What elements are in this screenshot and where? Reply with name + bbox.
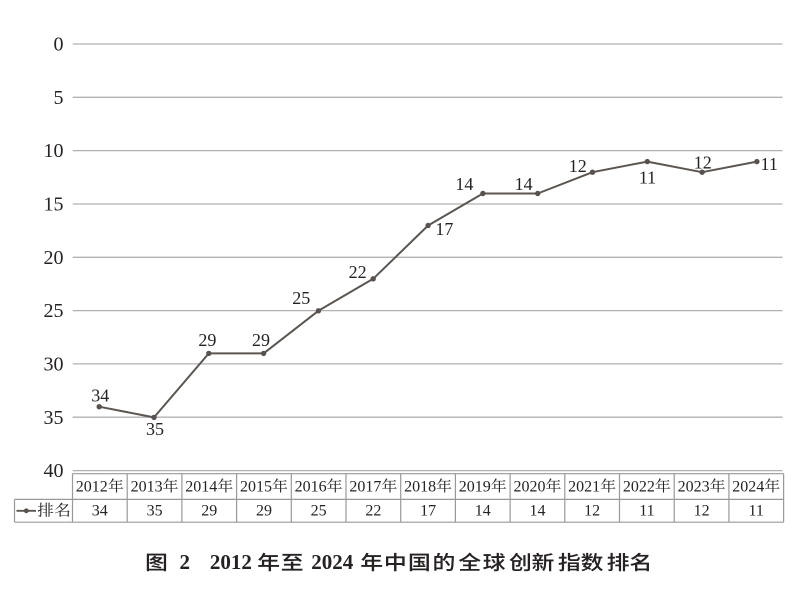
svg-text:2022: 2022 — [623, 478, 655, 495]
svg-text:35: 35 — [44, 407, 64, 429]
svg-text:5: 5 — [54, 87, 64, 109]
svg-text:14: 14 — [530, 503, 546, 520]
svg-text:34: 34 — [92, 503, 108, 520]
svg-text:25: 25 — [311, 503, 327, 520]
svg-text:12: 12 — [569, 156, 587, 176]
svg-text:2024: 2024 — [311, 550, 354, 574]
svg-text:0: 0 — [54, 34, 64, 56]
svg-text:12: 12 — [694, 503, 710, 520]
svg-text:2012: 2012 — [210, 550, 252, 574]
svg-text:14: 14 — [455, 174, 473, 194]
svg-text:20: 20 — [44, 247, 64, 269]
svg-text:40: 40 — [44, 460, 64, 482]
svg-text:2023: 2023 — [678, 478, 710, 495]
svg-text:29: 29 — [198, 330, 216, 350]
svg-text:34: 34 — [91, 385, 109, 405]
svg-text:2013: 2013 — [131, 478, 163, 495]
svg-text:29: 29 — [256, 503, 272, 520]
svg-text:11: 11 — [639, 503, 654, 520]
svg-text:2024: 2024 — [732, 478, 764, 495]
svg-text:12: 12 — [584, 503, 600, 520]
svg-text:2015: 2015 — [240, 478, 272, 495]
svg-text:17: 17 — [435, 219, 453, 239]
svg-text:11: 11 — [748, 503, 763, 520]
svg-text:2016: 2016 — [295, 478, 327, 495]
svg-text:10: 10 — [44, 140, 64, 162]
svg-text:2018: 2018 — [404, 478, 436, 495]
svg-text:14: 14 — [515, 174, 533, 194]
svg-text:2: 2 — [180, 550, 191, 574]
svg-text:14: 14 — [475, 503, 491, 520]
svg-text:15: 15 — [44, 194, 64, 216]
svg-text:25: 25 — [44, 300, 64, 322]
svg-text:11: 11 — [639, 168, 656, 188]
svg-text:29: 29 — [201, 503, 217, 520]
svg-text:2014: 2014 — [185, 478, 217, 495]
svg-text:2012: 2012 — [76, 478, 108, 495]
svg-text:11: 11 — [761, 154, 778, 174]
svg-text:29: 29 — [252, 330, 270, 350]
svg-text:22: 22 — [365, 503, 381, 520]
svg-text:2019: 2019 — [459, 478, 491, 495]
svg-text:22: 22 — [349, 262, 367, 282]
svg-text:30: 30 — [44, 354, 64, 376]
svg-text:2017: 2017 — [349, 478, 381, 495]
svg-text:2020: 2020 — [514, 478, 546, 495]
svg-text:35: 35 — [147, 503, 163, 520]
svg-text:12: 12 — [694, 153, 712, 173]
svg-text:35: 35 — [146, 419, 164, 439]
svg-text:17: 17 — [420, 503, 436, 520]
svg-text:2021: 2021 — [568, 478, 600, 495]
svg-text:25: 25 — [292, 288, 310, 308]
